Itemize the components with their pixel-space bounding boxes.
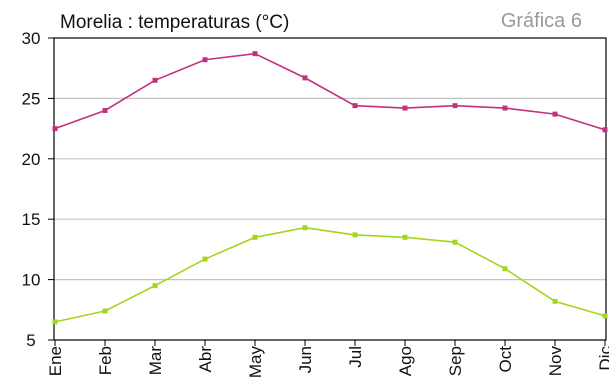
data-point — [352, 103, 358, 109]
data-point — [302, 75, 308, 81]
x-tick-label: Jun — [296, 346, 315, 373]
x-tick-label: Dic — [596, 346, 609, 371]
x-tick-label: Abr — [196, 346, 215, 373]
y-tick-label: 25 — [22, 89, 41, 108]
data-point — [352, 232, 358, 238]
data-point — [202, 57, 208, 63]
y-tick-label: 5 — [26, 331, 35, 350]
plot-frame — [53, 37, 607, 341]
x-tick-label: Mar — [146, 346, 165, 376]
y-tick-label: 30 — [22, 29, 41, 48]
series-layer — [52, 51, 608, 325]
series-line — [54, 226, 606, 323]
data-point — [452, 103, 458, 109]
chart-title: Morelia : temperaturas (°C) — [60, 12, 289, 33]
x-tick-label: Sep — [446, 346, 465, 376]
x-axis: Ene Feb Mar Abr May Jun Jul Ago Sep Oct Nov Dic — [46, 340, 609, 378]
data-point — [152, 283, 158, 289]
data-point — [252, 51, 258, 57]
data-point — [252, 234, 258, 240]
data-point — [552, 111, 558, 117]
gridlines — [54, 97, 606, 281]
x-tick-label: Nov — [546, 346, 565, 377]
x-tick-label: May — [246, 346, 265, 379]
figure-badge: Gráfica 6 — [501, 10, 582, 32]
y-tick-label: 15 — [22, 210, 41, 229]
data-point — [152, 77, 158, 83]
data-point — [52, 126, 58, 132]
x-tick-label: Feb — [96, 346, 115, 375]
data-point — [102, 107, 108, 113]
series-line — [54, 52, 606, 131]
y-tick-label: 10 — [22, 271, 41, 290]
data-point — [202, 256, 208, 262]
data-point — [52, 319, 58, 325]
x-tick-label: Ago — [396, 346, 415, 376]
y-axis: 5 10 15 20 25 30 — [22, 29, 54, 350]
data-point — [302, 225, 308, 231]
data-point — [102, 308, 108, 314]
data-point — [402, 234, 408, 240]
data-point — [502, 266, 508, 272]
x-tick-label: Jul — [346, 346, 365, 368]
x-tick-label: Oct — [496, 346, 515, 373]
y-tick-label: 20 — [22, 150, 41, 169]
data-point — [402, 105, 408, 111]
data-point — [502, 105, 508, 111]
data-point — [452, 239, 458, 245]
data-point — [602, 127, 608, 133]
x-tick-label: Ene — [46, 346, 65, 376]
data-point — [552, 298, 558, 304]
data-point — [602, 313, 608, 319]
